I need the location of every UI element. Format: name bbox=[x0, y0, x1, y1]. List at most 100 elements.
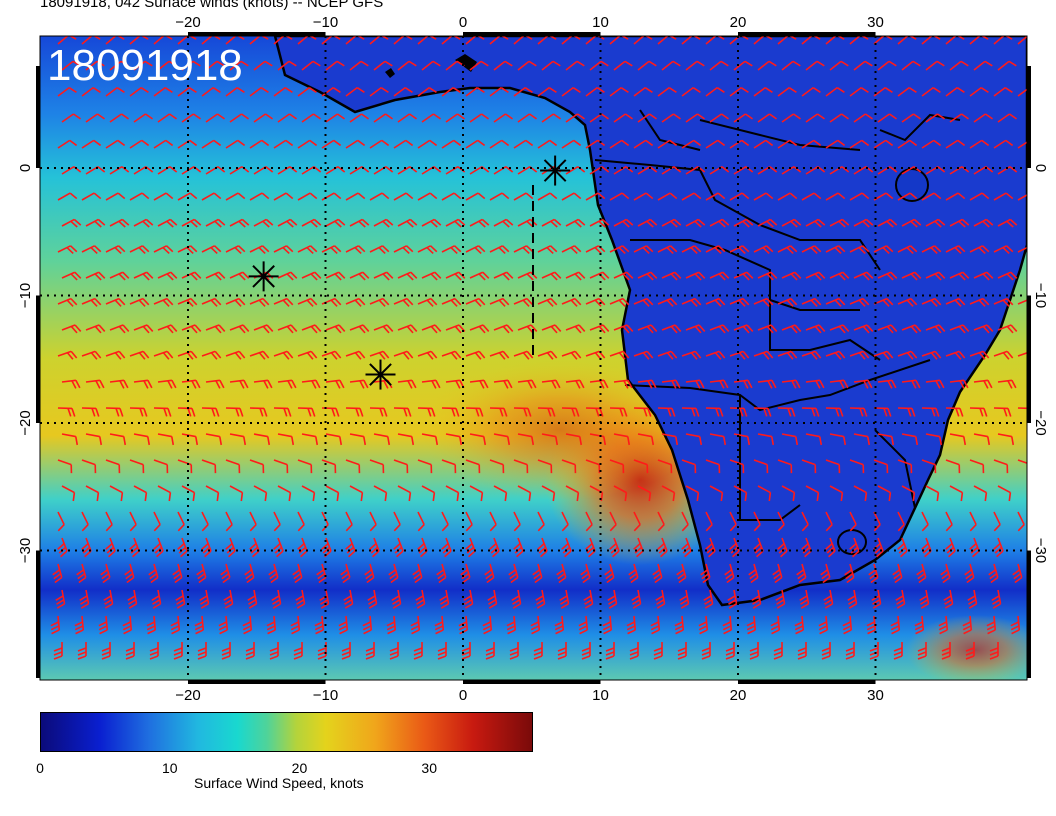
wind-barb bbox=[511, 589, 522, 609]
wind-barb bbox=[705, 511, 713, 532]
wind-barb bbox=[441, 245, 462, 255]
wind-barb bbox=[633, 407, 652, 417]
wind-barb bbox=[57, 86, 77, 97]
wind-barb bbox=[753, 36, 773, 45]
wind-barb bbox=[945, 297, 966, 307]
wind-barb bbox=[777, 350, 798, 360]
wind-barb bbox=[853, 113, 873, 123]
wind-barb bbox=[129, 139, 150, 149]
wind-barb bbox=[733, 324, 754, 334]
wind-barb bbox=[801, 192, 822, 201]
wind-barb bbox=[393, 297, 414, 307]
wind-barb bbox=[829, 485, 844, 502]
wind-barb bbox=[469, 271, 490, 281]
wind-barb bbox=[633, 350, 654, 360]
wind-barb bbox=[74, 615, 85, 635]
wind-barb bbox=[829, 324, 850, 334]
wind-barb bbox=[681, 245, 702, 255]
wind-barb bbox=[709, 113, 729, 123]
wind-barb bbox=[463, 589, 474, 609]
wind-barb bbox=[897, 407, 916, 417]
wind-barb bbox=[249, 36, 269, 45]
wind-barb bbox=[589, 166, 610, 175]
wind-barb bbox=[98, 615, 109, 635]
wind-barb bbox=[109, 271, 130, 281]
wind-barb bbox=[674, 615, 685, 635]
wind-barb bbox=[319, 589, 330, 609]
wind-barb bbox=[393, 511, 401, 532]
wind-barb bbox=[997, 271, 1018, 281]
wind-barb bbox=[796, 563, 807, 584]
wind-barb bbox=[109, 166, 130, 175]
wind-barb bbox=[465, 297, 486, 307]
wind-barb bbox=[897, 36, 917, 45]
wind-barb bbox=[225, 245, 246, 255]
frame-segment bbox=[1027, 66, 1031, 168]
wind-barb bbox=[301, 379, 321, 389]
wind-barb bbox=[945, 192, 966, 201]
wind-barb bbox=[969, 36, 989, 45]
wind-barb bbox=[421, 324, 442, 334]
wind-barb bbox=[469, 166, 490, 175]
wind-barb bbox=[805, 485, 820, 502]
wind-barb bbox=[633, 511, 641, 532]
wind-barb bbox=[85, 60, 105, 71]
wind-barb bbox=[325, 379, 345, 389]
wind-barb bbox=[733, 379, 753, 389]
wind-barb bbox=[297, 139, 318, 149]
wind-barb bbox=[301, 60, 321, 71]
wind-barb bbox=[225, 407, 244, 417]
wind-barb bbox=[273, 192, 294, 201]
wind-barb bbox=[52, 563, 63, 584]
wind-barb bbox=[253, 218, 274, 228]
wind-barb bbox=[295, 589, 306, 609]
wind-barb bbox=[493, 324, 514, 334]
wind-barb bbox=[393, 245, 414, 255]
wind-barb bbox=[989, 642, 999, 660]
lon-tick-label-bottom: −10 bbox=[313, 687, 338, 704]
wind-barb bbox=[853, 60, 873, 71]
wind-barb bbox=[85, 485, 100, 502]
wind-barb bbox=[901, 379, 921, 389]
wind-barb bbox=[633, 36, 653, 45]
wind-barb bbox=[897, 245, 918, 255]
wind-barb bbox=[945, 407, 964, 417]
wind-barb bbox=[565, 113, 585, 123]
wind-barb bbox=[733, 485, 748, 502]
wind-barb bbox=[805, 271, 826, 281]
wind-barb bbox=[901, 218, 922, 228]
wind-barb bbox=[301, 166, 322, 175]
wind-barb bbox=[109, 60, 129, 71]
wind-barb bbox=[225, 139, 246, 149]
wind-barb bbox=[657, 511, 665, 532]
wind-barb bbox=[781, 218, 802, 228]
colorbar-tick-label: 0 bbox=[36, 760, 44, 776]
africa-landmass bbox=[273, 36, 1027, 607]
wind-barb bbox=[801, 297, 822, 307]
wind-barb bbox=[709, 218, 730, 228]
wind-barb bbox=[133, 379, 153, 389]
wind-barb bbox=[709, 271, 730, 281]
wind-barb bbox=[901, 113, 921, 123]
wind-barb bbox=[85, 271, 106, 281]
wind-barb bbox=[181, 113, 201, 123]
wind-barb bbox=[629, 642, 639, 660]
wind-barb bbox=[901, 60, 921, 71]
wind-barb bbox=[489, 511, 497, 532]
wind-barb bbox=[853, 433, 871, 446]
wind-barb bbox=[1017, 245, 1027, 255]
wind-barb bbox=[938, 615, 949, 635]
wind-barb bbox=[247, 589, 258, 609]
wind-barb bbox=[537, 511, 545, 532]
wind-barb bbox=[421, 60, 441, 71]
wind-barb bbox=[825, 192, 846, 201]
wind-barb bbox=[373, 60, 393, 71]
wind-barb bbox=[585, 192, 606, 201]
wind-barb bbox=[77, 642, 87, 660]
wind-barb bbox=[967, 589, 978, 609]
wind-barb bbox=[1012, 563, 1023, 584]
wind-barb bbox=[100, 563, 111, 584]
wind-barb bbox=[57, 297, 78, 307]
wind-barb bbox=[628, 563, 639, 584]
wind-barb bbox=[321, 86, 341, 97]
